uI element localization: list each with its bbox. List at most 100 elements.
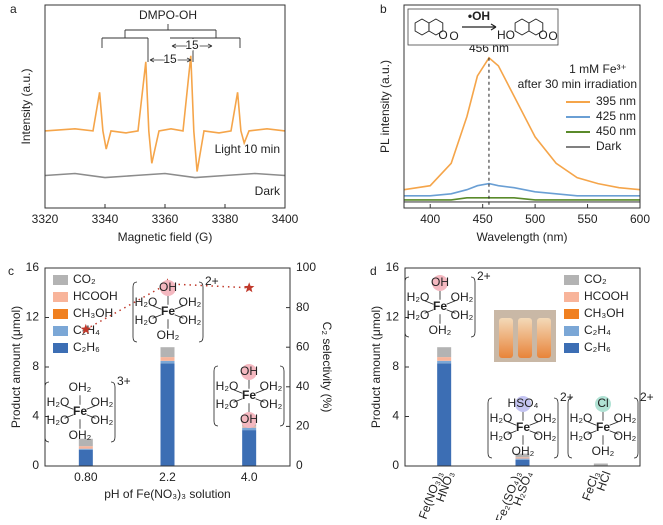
bracket xyxy=(567,397,573,459)
bracket xyxy=(132,281,138,343)
bond xyxy=(529,430,539,435)
y2-tick-label: 0 xyxy=(296,458,303,472)
charge: 2+ xyxy=(560,390,574,404)
legend-label: 425 nm xyxy=(596,109,636,123)
series-label: Light 10 min xyxy=(215,142,280,156)
legend-swatch xyxy=(53,292,68,302)
y-tick-label: 12 xyxy=(386,310,400,324)
ligand-label: OH₂ xyxy=(91,395,114,409)
x-tick-label: 400 xyxy=(420,212,440,226)
legend-swatch xyxy=(564,326,579,336)
ligand-label: OH₂ xyxy=(429,323,452,337)
y2-axis-label: C₂ selectivity (%) xyxy=(320,322,334,413)
series-line xyxy=(44,55,286,172)
y2-tick-label: 40 xyxy=(296,379,310,393)
ligand-label: H₂O xyxy=(570,411,593,425)
bond xyxy=(446,309,456,314)
bar-segment xyxy=(160,347,175,358)
series-line xyxy=(403,56,641,191)
legend-swatch xyxy=(53,326,68,336)
atom-label: O xyxy=(538,28,547,42)
ligand-label: H₂O xyxy=(47,395,70,409)
ligand-label: OH xyxy=(431,275,449,289)
plot-frame xyxy=(44,4,286,209)
y2-tick-label: 20 xyxy=(296,419,310,433)
bond xyxy=(174,305,184,310)
legend-label: HCOOH xyxy=(73,289,118,303)
legend-swatch xyxy=(53,309,68,319)
bar-segment xyxy=(160,363,175,466)
legend-label: CH₃OH xyxy=(584,306,624,320)
vial xyxy=(537,318,551,358)
bond xyxy=(64,405,74,410)
bond xyxy=(174,314,184,319)
ligand-highlight xyxy=(432,275,448,291)
ligand-label: OH₂ xyxy=(534,429,557,443)
splitting-arrow xyxy=(149,57,192,63)
y2-tick-label: 100 xyxy=(296,260,316,274)
y2-tick-label: 60 xyxy=(296,339,310,353)
series-line xyxy=(44,172,286,179)
y-tick-label: 16 xyxy=(26,260,40,274)
x-tick-label: 4.0 xyxy=(241,470,258,484)
bar-segment xyxy=(78,449,93,466)
legend-label: Dark xyxy=(596,139,622,153)
y-tick-label: 0 xyxy=(32,458,39,472)
bar-segment xyxy=(242,430,257,466)
x-tick-label: 3380 xyxy=(212,212,239,226)
ligand-label: OH₂ xyxy=(179,313,202,327)
x-tick-label: 3360 xyxy=(152,212,179,226)
x-tick-label: HCl xyxy=(594,469,614,493)
bond xyxy=(424,300,434,305)
ligand-label: OH₂ xyxy=(157,328,180,342)
ligand-label: OH₂ xyxy=(179,295,202,309)
bracket xyxy=(404,276,410,338)
ligand-label: OH₂ xyxy=(69,428,92,442)
atom-label: O xyxy=(449,29,458,43)
bracket xyxy=(213,365,219,427)
bracket xyxy=(553,397,559,459)
bond xyxy=(86,414,96,419)
ligand-label: H₂O xyxy=(570,429,593,443)
ligand-highlight xyxy=(515,396,531,412)
legend-swatch xyxy=(564,343,579,353)
ligand-label: H₂O xyxy=(135,313,158,327)
y-tick-label: 8 xyxy=(32,359,39,373)
x-tick-label: 500 xyxy=(525,212,545,226)
x-axis-label: Magnetic field (G) xyxy=(118,230,213,244)
bar-segment xyxy=(437,347,452,358)
ligand-label: OH₂ xyxy=(512,444,535,458)
ligand-label: H₂O xyxy=(407,308,430,322)
atom-label: HO xyxy=(497,28,515,42)
selectivity-star xyxy=(80,323,92,334)
bar-segment xyxy=(593,463,608,466)
reagent-label: •OH xyxy=(468,9,490,23)
y-axis-label: PL intensity (a.u.) xyxy=(378,60,392,153)
legend-label: CH₃OH xyxy=(73,306,113,320)
plot-frame xyxy=(403,4,641,209)
bar-segment xyxy=(437,360,452,364)
bond xyxy=(529,421,539,426)
x-tick-label: 2.2 xyxy=(159,470,176,484)
bond xyxy=(86,405,96,410)
metal-center: Fe xyxy=(73,404,87,418)
bracket xyxy=(470,276,476,338)
panel-label: a xyxy=(10,2,17,16)
panel-label: d xyxy=(370,264,377,278)
ligand-label: OH xyxy=(240,412,258,426)
ligand-label: OH₂ xyxy=(614,411,637,425)
x-tick-label: 0.80 xyxy=(74,470,98,484)
legend-label: 450 nm xyxy=(596,124,636,138)
ligand-label: H₂O xyxy=(135,295,158,309)
bond xyxy=(152,314,162,319)
x-tick-label: 450 xyxy=(473,212,493,226)
bracket xyxy=(279,365,285,427)
ligand-label: OH₂ xyxy=(260,379,283,393)
ligand-label: OH₂ xyxy=(534,411,557,425)
metal-center: Fe xyxy=(596,420,610,434)
charge: 2+ xyxy=(640,390,654,404)
bond xyxy=(587,421,597,426)
bar-segment xyxy=(437,363,452,466)
y-axis-label: Intensity (a.u.) xyxy=(19,68,33,144)
